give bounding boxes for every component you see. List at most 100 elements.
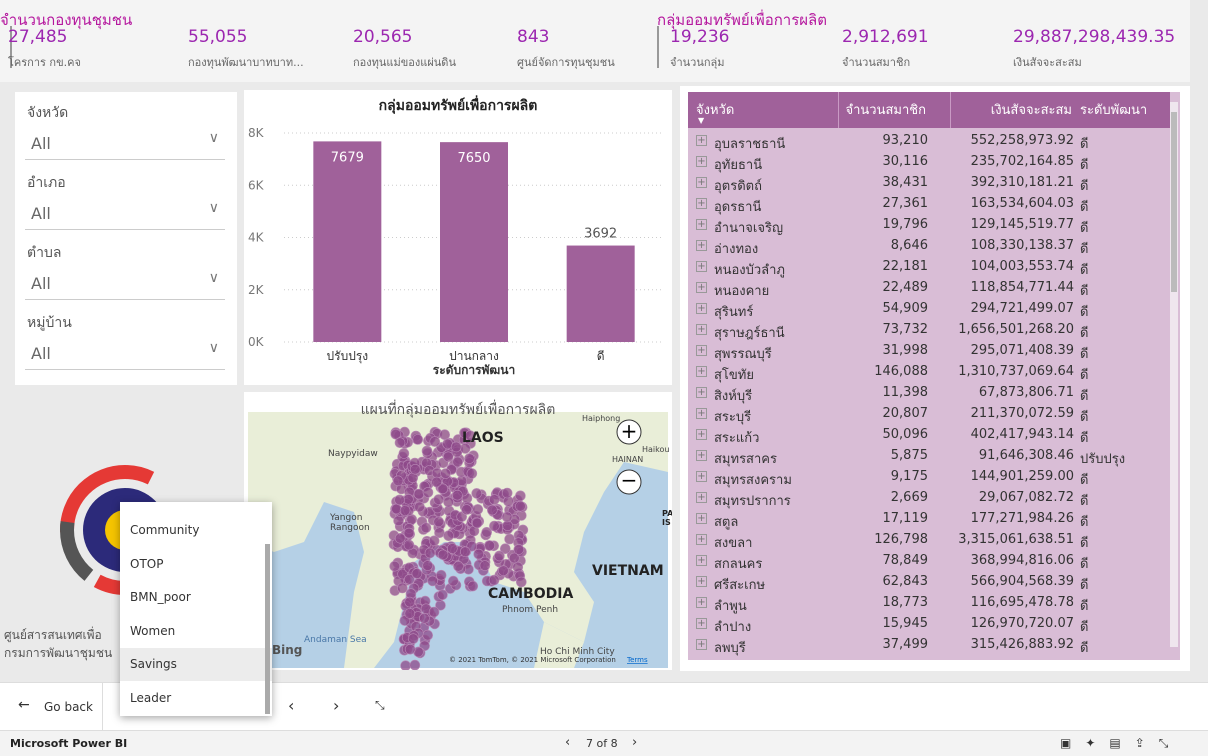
slicer-dropdown[interactable]: All ∨ <box>25 266 225 300</box>
map-point[interactable] <box>489 520 500 532</box>
map-point[interactable] <box>399 505 411 516</box>
slicer-dropdown[interactable]: All ∨ <box>25 196 225 230</box>
map-point[interactable] <box>394 494 405 506</box>
expand-button[interactable]: + <box>696 366 707 377</box>
menu-item[interactable]: BMN_poor <box>130 590 191 604</box>
map-point[interactable] <box>494 550 505 562</box>
map-point[interactable] <box>394 533 406 544</box>
footer-next[interactable]: › <box>632 735 638 750</box>
menu-item[interactable]: Community <box>130 523 200 537</box>
map-point[interactable] <box>479 560 491 571</box>
footer-prev[interactable]: ‹ <box>565 735 571 750</box>
expand-button[interactable]: + <box>696 576 707 587</box>
next-page[interactable]: › <box>333 696 340 715</box>
back-arrow[interactable]: ← <box>18 697 30 713</box>
map-point[interactable] <box>428 535 440 547</box>
map-point[interactable] <box>392 475 404 487</box>
map-terms[interactable]: Terms <box>626 656 648 664</box>
map-point[interactable] <box>404 574 415 585</box>
column-header[interactable]: จังหวัด <box>696 103 735 118</box>
map-point[interactable] <box>409 659 421 671</box>
exit-fullscreen[interactable]: ⤡ <box>375 698 385 712</box>
map-point[interactable] <box>447 543 458 554</box>
map-point[interactable] <box>412 434 424 445</box>
map-point[interactable] <box>393 515 404 526</box>
expand-button[interactable]: + <box>696 156 707 167</box>
expand-button[interactable]: + <box>696 492 707 503</box>
map-point[interactable] <box>467 580 479 592</box>
dropdown-chevron[interactable]: ∨ <box>208 130 219 146</box>
map-point[interactable] <box>501 511 513 523</box>
map-point[interactable] <box>461 504 472 515</box>
map-point[interactable] <box>472 504 484 515</box>
map-point[interactable] <box>413 488 425 500</box>
column-header[interactable]: เงินสัจจะสะสม <box>990 103 1072 118</box>
map-point[interactable] <box>437 549 449 561</box>
scrollbar[interactable] <box>1170 102 1178 647</box>
map-point[interactable] <box>424 547 436 559</box>
map-point[interactable] <box>481 527 492 538</box>
menu-item[interactable]: Leader <box>130 690 172 705</box>
map-point[interactable] <box>421 445 433 457</box>
expand-button[interactable]: + <box>696 177 707 188</box>
expand-button[interactable]: + <box>696 618 707 629</box>
map-point[interactable] <box>443 451 454 463</box>
map-point[interactable] <box>488 574 500 586</box>
expand-button[interactable]: + <box>696 555 707 566</box>
map-point[interactable] <box>404 608 416 619</box>
map-point[interactable] <box>452 456 463 468</box>
menu-scrollbar[interactable] <box>265 544 270 714</box>
map-point[interactable] <box>471 517 483 529</box>
map-point[interactable] <box>427 575 438 587</box>
map-point[interactable] <box>464 430 476 442</box>
map-point[interactable] <box>419 613 430 624</box>
expand-button[interactable]: + <box>696 135 707 146</box>
expand-button[interactable]: + <box>696 219 707 230</box>
map-point[interactable] <box>420 522 432 534</box>
map-point[interactable] <box>504 533 515 545</box>
map-point[interactable] <box>433 516 444 528</box>
map-point[interactable] <box>437 483 449 495</box>
slicer-dropdown[interactable]: All ∨ <box>25 126 225 160</box>
map-point[interactable] <box>433 494 444 505</box>
dropdown-chevron[interactable]: ∨ <box>208 270 219 286</box>
map-point[interactable] <box>397 582 408 594</box>
menu-item[interactable]: OTOP <box>130 556 164 571</box>
expand-button[interactable]: + <box>696 261 707 272</box>
map-point[interactable] <box>512 561 524 573</box>
expand-button[interactable]: + <box>696 639 707 650</box>
map-point[interactable] <box>489 494 500 505</box>
column-header[interactable]: ระดับพัฒนา <box>1080 103 1148 118</box>
expand-button[interactable]: + <box>696 450 707 461</box>
map-point[interactable] <box>409 464 421 475</box>
map-point[interactable] <box>508 552 520 564</box>
map-point[interactable] <box>443 496 454 508</box>
map-point[interactable] <box>422 487 434 498</box>
map-point[interactable] <box>391 503 402 515</box>
map-point[interactable] <box>404 596 415 608</box>
expand-button[interactable]: + <box>696 303 707 314</box>
map-point[interactable] <box>437 589 448 601</box>
map-point[interactable] <box>473 548 484 560</box>
map-point[interactable] <box>515 490 526 502</box>
expand-button[interactable]: + <box>696 345 707 356</box>
go-back[interactable]: Go back <box>44 700 93 714</box>
map-point[interactable] <box>460 546 471 558</box>
map-point[interactable] <box>431 476 442 488</box>
column-header[interactable]: จำนวนสมาชิก <box>845 103 927 118</box>
map-point[interactable] <box>422 560 433 571</box>
map-point[interactable] <box>466 468 478 479</box>
menu-item[interactable]: Savings <box>120 648 272 681</box>
map-point[interactable] <box>435 569 447 581</box>
map-point[interactable] <box>414 501 425 513</box>
map-point[interactable] <box>499 543 511 554</box>
dropdown-chevron[interactable]: ∨ <box>208 340 219 356</box>
map-point[interactable] <box>400 660 411 672</box>
zoom-in[interactable] <box>616 419 642 445</box>
map-point[interactable] <box>398 448 410 459</box>
expand-button[interactable]: + <box>696 198 707 209</box>
expand-button[interactable]: + <box>696 282 707 293</box>
map-point[interactable] <box>498 565 509 576</box>
zoom-out[interactable] <box>616 469 642 495</box>
expand-button[interactable]: + <box>696 534 707 545</box>
